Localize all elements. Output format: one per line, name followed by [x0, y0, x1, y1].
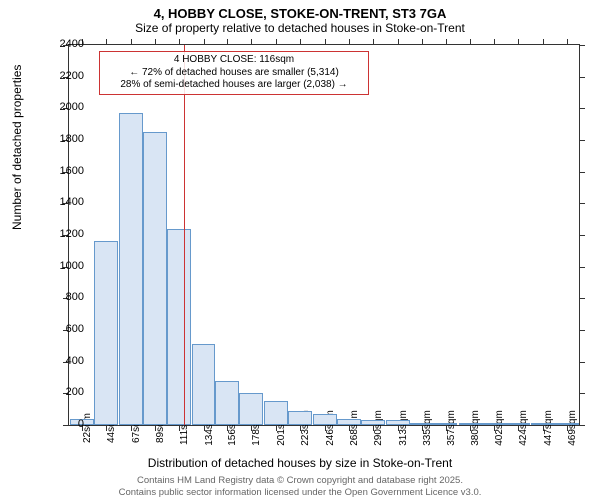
x-tick-label: 424sqm: [518, 410, 529, 446]
y-tick-label: 1600: [36, 165, 84, 177]
y-tick-label: 2400: [36, 38, 84, 50]
x-tick: [518, 39, 519, 45]
x-tick-label: 447sqm: [543, 410, 554, 446]
y-tick-label: 200: [36, 386, 84, 398]
x-tick-label: 335sqm: [422, 410, 433, 446]
x-tick-label: 380sqm: [470, 410, 481, 446]
x-tick-label: 357sqm: [446, 410, 457, 446]
x-tick: [325, 39, 326, 45]
histogram-bar: [288, 411, 312, 425]
y-tick-label: 2000: [36, 101, 84, 113]
histogram-bar: [264, 401, 288, 425]
histogram-bar: [313, 414, 337, 425]
x-tick: [398, 39, 399, 45]
y-tick: [579, 235, 585, 236]
y-tick-label: 600: [36, 323, 84, 335]
x-tick: [494, 39, 495, 45]
histogram-bar: [386, 420, 410, 425]
histogram-bar: [531, 423, 555, 425]
footer-text: Contains HM Land Registry data © Crown c…: [0, 475, 600, 498]
footer-line1: Contains HM Land Registry data © Crown c…: [0, 475, 600, 486]
annotation-box: 4 HOBBY CLOSE: 116sqm ← 72% of detached …: [99, 51, 369, 95]
histogram-bar: [482, 423, 506, 425]
y-tick-label: 1400: [36, 196, 84, 208]
x-tick: [422, 39, 423, 45]
annotation-line2: ← 72% of detached houses are smaller (5,…: [104, 67, 364, 80]
histogram-bar: [459, 423, 483, 425]
chart-subtitle: Size of property relative to detached ho…: [0, 21, 600, 39]
x-tick: [276, 39, 277, 45]
y-tick: [579, 393, 585, 394]
y-tick: [579, 108, 585, 109]
y-tick-label: 1000: [36, 260, 84, 272]
y-tick: [579, 298, 585, 299]
footer-line2: Contains public sector information licen…: [0, 487, 600, 498]
x-tick: [567, 39, 568, 45]
histogram-bar: [434, 423, 458, 425]
annotation-line1: 4 HOBBY CLOSE: 116sqm: [104, 54, 364, 67]
histogram-bar: [94, 241, 118, 425]
y-tick-label: 400: [36, 355, 84, 367]
y-tick-label: 800: [36, 291, 84, 303]
histogram-bar: [239, 393, 263, 425]
x-tick: [204, 39, 205, 45]
x-tick-label: 402sqm: [494, 410, 505, 446]
chart-plot-area: 22sqm44sqm67sqm89sqm111sqm134sqm156sqm17…: [68, 44, 580, 426]
y-tick: [579, 362, 585, 363]
x-tick: [131, 39, 132, 45]
y-tick-label: 0: [36, 418, 84, 430]
y-tick: [579, 425, 585, 426]
x-tick-label: 469sqm: [567, 410, 578, 446]
x-tick-label: 290sqm: [373, 410, 384, 446]
x-tick: [373, 39, 374, 45]
histogram-bar: [167, 229, 191, 425]
histogram-bar: [192, 344, 216, 425]
x-tick-label: 313sqm: [398, 410, 409, 446]
histogram-bar: [506, 423, 530, 425]
y-tick: [579, 330, 585, 331]
y-tick: [579, 77, 585, 78]
y-tick: [579, 140, 585, 141]
y-tick: [579, 267, 585, 268]
y-axis-title: Number of detached properties: [10, 65, 24, 230]
histogram-bar: [361, 420, 385, 425]
annotation-line3: 28% of semi-detached houses are larger (…: [104, 79, 364, 92]
histogram-bar: [143, 132, 167, 425]
x-tick: [179, 39, 180, 45]
y-tick-label: 2200: [36, 70, 84, 82]
x-tick: [155, 39, 156, 45]
x-tick: [251, 39, 252, 45]
x-tick: [349, 39, 350, 45]
y-tick-label: 1800: [36, 133, 84, 145]
histogram-bar: [555, 423, 579, 425]
y-tick: [579, 203, 585, 204]
x-tick: [227, 39, 228, 45]
y-tick: [579, 172, 585, 173]
x-tick: [300, 39, 301, 45]
x-tick: [543, 39, 544, 45]
y-tick-label: 1200: [36, 228, 84, 240]
x-tick: [106, 39, 107, 45]
reference-line: [184, 45, 185, 425]
histogram-bar: [337, 419, 361, 425]
histogram-bar: [119, 113, 143, 425]
histogram-bar: [215, 381, 239, 425]
x-tick: [470, 39, 471, 45]
y-tick: [579, 45, 585, 46]
chart-title: 4, HOBBY CLOSE, STOKE-ON-TRENT, ST3 7GA: [0, 0, 600, 21]
histogram-bar: [410, 423, 434, 425]
x-tick: [446, 39, 447, 45]
x-axis-title: Distribution of detached houses by size …: [0, 456, 600, 470]
x-tick-label: 268sqm: [349, 410, 360, 446]
